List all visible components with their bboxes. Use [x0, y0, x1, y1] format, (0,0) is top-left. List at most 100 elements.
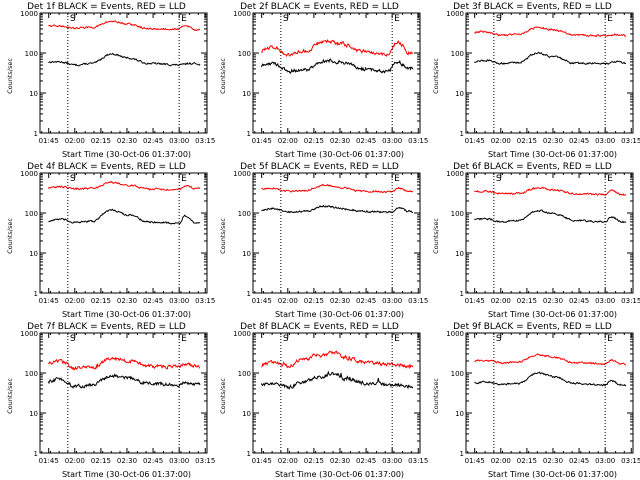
y-tick-label: 100: [25, 50, 38, 58]
x-tick-label: 03:15: [408, 457, 428, 465]
end-marker: E: [394, 14, 400, 24]
x-tick-label: 02:15: [304, 457, 324, 465]
events-series-line: [48, 52, 201, 67]
y-tick-label: 1000: [20, 10, 38, 18]
panel-title: Det 7f BLACK = Events, RED = LLD: [27, 322, 186, 332]
x-tick-label: 02:45: [569, 137, 589, 145]
panel-title: Det 4f BLACK = Events, RED = LLD: [27, 162, 186, 172]
plot-frame: [465, 332, 634, 454]
plot-frame: [465, 172, 634, 294]
y-tick-label: 100: [238, 370, 251, 378]
lld-series-line: [474, 353, 627, 366]
y-tick-label: 1000: [446, 330, 464, 338]
plot-area: S E 1 10 100 1000 01:45 02:00 02:15 02:30 02:45 03:…: [20, 170, 215, 305]
panel-title: Det 5f BLACK = Events, RED = LLD: [240, 162, 399, 172]
x-tick-label: 02:45: [143, 137, 163, 145]
x-tick-label: 03:15: [408, 297, 428, 305]
y-tick-label: 1: [460, 290, 464, 298]
plot-frame: [465, 12, 634, 134]
x-tick-label: 03:00: [595, 457, 615, 465]
lld-series-line: [48, 20, 201, 32]
plot-area: S E 1 10 100 1000 01:45 02:00 02:15 02:30 02:45 03:…: [446, 10, 640, 145]
x-tick-label: 02:30: [330, 457, 350, 465]
detector-panel-7: Det 7f BLACK = Events, RED = LLD Counts/s…: [0, 320, 215, 480]
x-axis-label: Start Time (30-Oct-06 01:37:00): [274, 150, 405, 159]
x-tick-label: 03:15: [621, 297, 640, 305]
panel-title: Det 8f BLACK = Events, RED = LLD: [240, 322, 399, 332]
detector-panel-6: Det 6f BLACK = Events, RED = LLD Counts/s…: [426, 160, 640, 320]
plot-frame: [252, 332, 421, 454]
y-tick-label: 1000: [233, 10, 251, 18]
events-series-line: [474, 51, 627, 66]
y-tick-label: 1000: [233, 170, 251, 178]
lld-series-line: [261, 350, 414, 370]
x-tick-label: 03:15: [408, 137, 428, 145]
x-tick-label: 01:45: [465, 137, 485, 145]
y-tick-label: 100: [451, 50, 464, 58]
x-tick-label: 02:00: [278, 457, 298, 465]
y-tick-label: 10: [242, 410, 251, 418]
end-marker: E: [394, 334, 400, 344]
plot-frame: [39, 332, 208, 454]
x-tick-label: 02:15: [91, 297, 111, 305]
x-tick-label: 01:45: [39, 297, 59, 305]
x-axis-label: Start Time (30-Oct-06 01:37:00): [487, 150, 618, 159]
events-series-line: [47, 373, 201, 390]
y-tick-label: 1: [34, 130, 38, 138]
lld-series-line: [47, 180, 200, 191]
x-tick-label: 03:00: [169, 137, 189, 145]
x-tick-label: 02:30: [543, 137, 563, 145]
lld-series-line: [474, 186, 627, 196]
events-series-line: [48, 208, 201, 225]
panel-title: Det 1f BLACK = Events, RED = LLD: [27, 2, 186, 12]
x-tick-label: 03:00: [595, 137, 615, 145]
y-tick-label: 1: [247, 450, 251, 458]
y-tick-label: 1: [34, 290, 38, 298]
plot-frame: [252, 12, 421, 134]
lld-series-line: [48, 356, 201, 371]
end-marker: E: [394, 174, 400, 184]
x-axis-label: Start Time (30-Oct-06 01:37:00): [487, 310, 618, 319]
x-tick-label: 02:45: [569, 457, 589, 465]
start-marker: S: [496, 14, 502, 24]
y-tick-label: 10: [29, 90, 38, 98]
y-tick-label: 1000: [20, 330, 38, 338]
x-tick-label: 02:45: [569, 297, 589, 305]
end-marker: E: [607, 14, 613, 24]
x-tick-label: 02:45: [356, 137, 376, 145]
x-tick-label: 02:30: [117, 137, 137, 145]
x-tick-label: 02:30: [543, 297, 563, 305]
x-axis-label: Start Time (30-Oct-06 01:37:00): [274, 310, 405, 319]
x-tick-label: 02:15: [304, 137, 324, 145]
y-tick-label: 10: [242, 90, 251, 98]
x-tick-label: 01:45: [465, 297, 485, 305]
x-tick-label: 02:30: [330, 297, 350, 305]
lld-series-line: [261, 183, 414, 194]
x-tick-label: 02:45: [143, 297, 163, 305]
x-tick-label: 03:00: [595, 297, 615, 305]
y-tick-label: 10: [455, 250, 464, 258]
x-tick-label: 03:00: [169, 457, 189, 465]
plot-area: S E 1 10 100 1000 01:45 02:00 02:15 02:30 02:45 03:…: [446, 170, 640, 305]
y-tick-label: 1: [247, 290, 251, 298]
x-tick-label: 02:00: [65, 297, 85, 305]
y-tick-label: 1: [460, 450, 464, 458]
events-series-line: [474, 209, 627, 224]
y-tick-label: 1000: [233, 330, 251, 338]
y-tick-label: 1000: [20, 170, 38, 178]
events-series-line: [261, 204, 414, 214]
plot-area: S E 1 10 100 1000 01:45 02:00 02:15 02:30 02:45 03:…: [20, 10, 215, 145]
plot-area: S E 1 10 100 1000 01:45 02:00 02:15 02:30 02:45 03:…: [446, 330, 640, 465]
detector-panel-5: Det 5f BLACK = Events, RED = LLD Counts/s…: [213, 160, 428, 320]
panel-title: Det 9f BLACK = Events, RED = LLD: [453, 322, 612, 332]
panel-title: Det 6f BLACK = Events, RED = LLD: [453, 162, 612, 172]
start-marker: S: [496, 174, 502, 184]
end-marker: E: [181, 14, 187, 24]
x-tick-label: 03:15: [195, 457, 215, 465]
end-marker: E: [181, 174, 187, 184]
events-series-line: [474, 371, 627, 387]
y-tick-label: 100: [451, 370, 464, 378]
x-tick-label: 02:30: [117, 297, 137, 305]
y-tick-label: 10: [455, 90, 464, 98]
